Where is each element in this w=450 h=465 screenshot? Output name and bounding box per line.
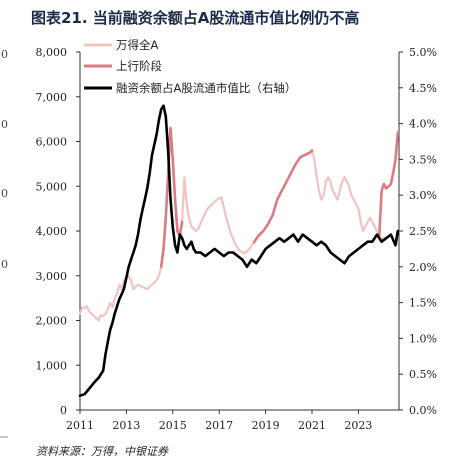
x-tick-label: 2023 xyxy=(344,419,372,432)
right-tick-label: 4.0% xyxy=(409,118,437,131)
x-tick-label: 2021 xyxy=(298,419,326,432)
left-axis-ticks: 0 1,000 2,000 3,000 4,000 5,000 6,000 7,000 8,00… xyxy=(36,46,80,417)
legend-label: 上行阶段 xyxy=(116,59,162,73)
series-margin-ratio xyxy=(78,104,400,397)
right-tick-label: 3.5% xyxy=(409,153,437,166)
axes xyxy=(79,52,400,411)
x-axis-ticks: 2011 2013 2015 2017 2019 2021 2023 xyxy=(66,410,372,432)
x-tick-label: 2015 xyxy=(159,419,187,432)
x-tick-label: 2011 xyxy=(66,419,94,432)
right-axis-ticks: 0.0% 0.5% 1.0% 1.5% 2.0% 2.5% 3.0% 3.5% 4.0% 4.5%… xyxy=(399,46,437,417)
right-tick-label: 5.0% xyxy=(409,46,437,59)
legend-label: 融资余额占A股流通市值比（右轴） xyxy=(116,81,296,95)
x-tick-label: 2013 xyxy=(112,419,140,432)
left-tick-label: 5,000 xyxy=(36,180,68,193)
left-tick-label: 4,000 xyxy=(36,225,68,238)
x-tick-label: 2017 xyxy=(205,419,233,432)
series-uptrend-segment xyxy=(159,126,184,269)
series-lines xyxy=(78,104,400,397)
right-tick-label: 2.5% xyxy=(409,225,437,238)
left-tick-label: 7,000 xyxy=(36,91,68,104)
edge-fragment: 0 xyxy=(1,258,8,271)
right-tick-label: 2.0% xyxy=(409,261,437,274)
right-tick-label: 1.0% xyxy=(409,332,437,345)
right-tick-label: 1.5% xyxy=(409,297,437,310)
right-tick-label: 0.0% xyxy=(409,404,437,417)
series-wind-all-a xyxy=(78,127,385,322)
chart-source: 资料来源：万得，中银证券 xyxy=(36,445,168,458)
right-tick-label: 4.5% xyxy=(409,82,437,95)
left-tick-label: 2,000 xyxy=(36,315,68,328)
cropped-edge-fragments: 0 0 0 0 xyxy=(0,48,8,438)
chart-title: 图表21. 当前融资余额占A股流通市值比例仍不高 xyxy=(31,9,360,27)
series-uptrend-segment xyxy=(378,131,400,237)
left-tick-label: 0 xyxy=(60,404,67,417)
series-uptrend-segment xyxy=(252,149,314,244)
edge-fragment: 0 xyxy=(1,48,8,61)
left-tick-label: 6,000 xyxy=(36,136,68,149)
left-tick-label: 1,000 xyxy=(36,359,68,372)
legend-label: 万得全A xyxy=(116,38,158,52)
right-tick-label: 0.5% xyxy=(409,368,437,381)
x-tick-label: 2019 xyxy=(252,419,280,432)
edge-fragment: 0 xyxy=(1,118,8,131)
left-tick-label: 8,000 xyxy=(36,46,68,59)
right-tick-label: 3.0% xyxy=(409,189,437,202)
edge-fragment: 0 xyxy=(1,187,8,200)
left-tick-label: 3,000 xyxy=(36,270,68,283)
